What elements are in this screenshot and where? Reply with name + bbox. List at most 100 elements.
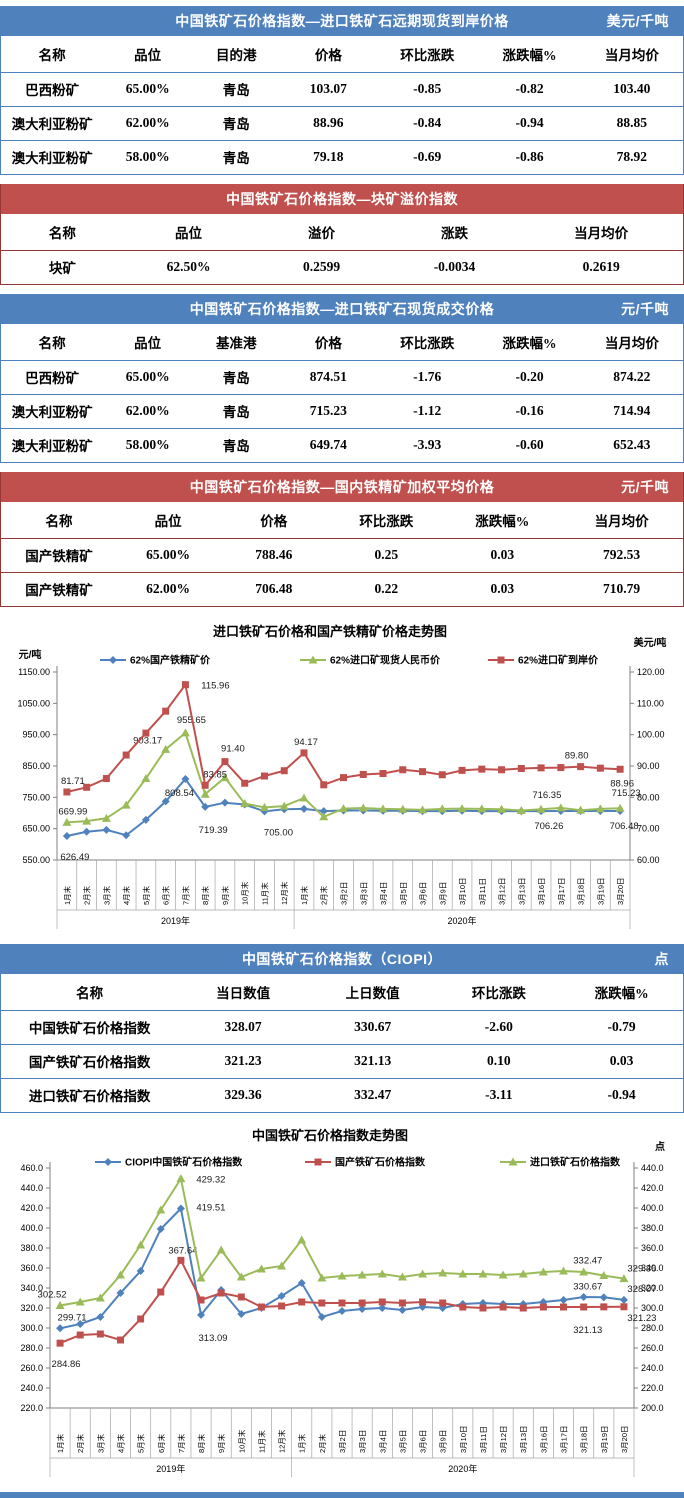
x-axis-label: 3月3日: [358, 1430, 367, 1453]
column-header: 上日数值: [307, 974, 438, 1011]
diamond-marker: [237, 1310, 246, 1318]
x-axis-label: 8月末: [196, 1433, 206, 1453]
value-cell: 328.07: [178, 1010, 308, 1045]
table-row: 澳大利亚粉矿 62.00% 青岛 88.96 -0.84 -0.94 88.85: [1, 106, 683, 141]
table-title-band: 中国铁矿石价格指数—进口铁矿石远期现货到岸价格 美元/千吨: [1, 6, 683, 36]
x-axis-label: 3月17日: [557, 877, 566, 905]
triangle-marker: [497, 804, 507, 813]
value-cell: -0.20: [478, 360, 581, 395]
x-axis-label: 3月4日: [378, 1430, 387, 1453]
column-header: 涨跌: [389, 214, 520, 251]
value-cell: -3.93: [413, 437, 442, 453]
triangle-marker: [220, 773, 230, 782]
data-label: 903.17: [133, 735, 162, 746]
square-marker: [438, 771, 446, 779]
legend-label: 62%进口矿现货人民币价: [330, 654, 441, 667]
column-header: 当月均价: [580, 324, 683, 361]
triangle-marker: [55, 1300, 65, 1309]
row-name-cell: 中国铁矿石价格指数: [1, 1010, 179, 1045]
triangle-marker: [121, 800, 131, 809]
left-tick-label: 380.0: [20, 1243, 43, 1253]
table-unit: 美元/千吨: [606, 13, 669, 29]
value-cell: -1.76: [376, 360, 479, 395]
triangle-marker: [297, 1235, 307, 1244]
value-cell: 0.22: [374, 581, 399, 597]
value-cell: 58.00%: [125, 437, 170, 453]
right-tick-label: 320.0: [641, 1283, 664, 1293]
left-tick-label: 320.0: [20, 1303, 43, 1313]
value-cell: 0.03: [490, 581, 515, 597]
column-header: 名称: [1, 214, 124, 251]
table-unit: 元/千吨: [621, 301, 669, 317]
diamond-marker: [317, 1313, 326, 1321]
value-cell: 710.79: [603, 581, 641, 597]
triangle-marker: [319, 812, 329, 821]
value-cell: 0.03: [560, 1044, 683, 1079]
square-marker: [497, 656, 505, 664]
column-header: 品位: [116, 502, 220, 539]
data-label: 328.07: [627, 1284, 656, 1295]
row-name-cell: 国产铁精矿: [1, 538, 117, 573]
diamond-marker: [56, 1324, 65, 1333]
right-tick-label: 280.0: [641, 1323, 664, 1333]
legend-item: 国产铁矿石价格指数: [305, 1156, 426, 1169]
series-line: [59, 1176, 625, 1307]
square-marker: [221, 758, 229, 766]
column-header: 当月均价: [519, 214, 683, 251]
year-group-label: 2020年: [448, 1463, 477, 1474]
square-marker: [181, 681, 189, 689]
x-axis-label: 3月12日: [499, 1425, 508, 1453]
value-cell: 329.36: [224, 1087, 262, 1103]
triangle-marker: [508, 1157, 518, 1166]
x-axis-label: 3月11日: [479, 1426, 488, 1453]
x-axis-label: 10月末: [240, 881, 250, 905]
value-cell: 0.2619: [582, 259, 620, 275]
data-label: 716.35: [532, 790, 561, 801]
data-label: 83.85: [203, 769, 227, 780]
legend-item: 进口铁矿石价格指数: [500, 1156, 621, 1169]
x-axis-label: 3月末: [95, 1433, 105, 1453]
left-tick-label: 950.00: [22, 730, 50, 740]
table-import-spot: 中国铁矿石价格指数—进口铁矿石现货成交价格 元/千吨 名称 品位 基准港 价格 环比涨跌 涨跌…: [0, 294, 684, 463]
triangle-marker: [161, 744, 171, 753]
diamond-marker: [619, 1295, 628, 1304]
triangle-marker: [101, 813, 111, 822]
triangle-marker: [180, 728, 190, 737]
triangle-marker: [156, 1205, 166, 1214]
right-tick-label: 60.00: [637, 855, 660, 865]
square-marker: [499, 1303, 507, 1311]
price-table: 名称 品位 目的港 价格 环比涨跌 涨跌幅% 当月均价 巴西粉矿 65.00% 青岛 103.07-…: [1, 36, 683, 174]
x-axis-label: 1月末: [55, 1433, 65, 1453]
data-label: 89.80: [565, 751, 589, 762]
square-marker: [399, 766, 407, 774]
square-marker: [237, 1293, 245, 1301]
x-axis-label: 3月6日: [419, 1430, 428, 1453]
value-cell: 706.48: [255, 581, 293, 597]
column-header: 名称: [1, 36, 104, 73]
left-tick-label: 650.00: [22, 824, 50, 834]
square-marker: [197, 1296, 205, 1304]
square-marker: [257, 1303, 265, 1311]
x-axis-label: 3月2日: [338, 1430, 347, 1453]
x-axis-label: 1月末: [299, 885, 309, 905]
triangle-marker: [277, 1261, 287, 1270]
column-header: 当月均价: [580, 36, 683, 73]
x-axis-label: 2月末: [319, 885, 329, 905]
square-marker: [300, 749, 308, 757]
right-tick-label: 420.0: [641, 1183, 664, 1193]
table-title-band: 中国铁矿石价格指数—块矿溢价指数: [1, 184, 683, 214]
column-header: 名称: [1, 324, 104, 361]
value-cell: 0.03: [444, 538, 561, 573]
price-table: 名称 品位 溢价 涨跌 当月均价 块矿 62.50% 0.2599 -0.0034 0.2619: [1, 214, 683, 284]
legend-label: 62%进口矿到岸价: [518, 654, 599, 667]
right-tick-label: 110.00: [637, 698, 664, 708]
left-tick-label: 240.0: [20, 1383, 43, 1393]
square-marker: [318, 1299, 326, 1307]
next-section-strip: [0, 1492, 684, 1498]
square-marker: [320, 781, 328, 789]
column-header: 品位: [103, 36, 192, 73]
square-marker: [280, 767, 288, 775]
value-cell: -3.11: [485, 1087, 513, 1103]
column-header: 涨跌幅%: [560, 974, 683, 1011]
x-axis-label: 3月11日: [478, 878, 487, 905]
